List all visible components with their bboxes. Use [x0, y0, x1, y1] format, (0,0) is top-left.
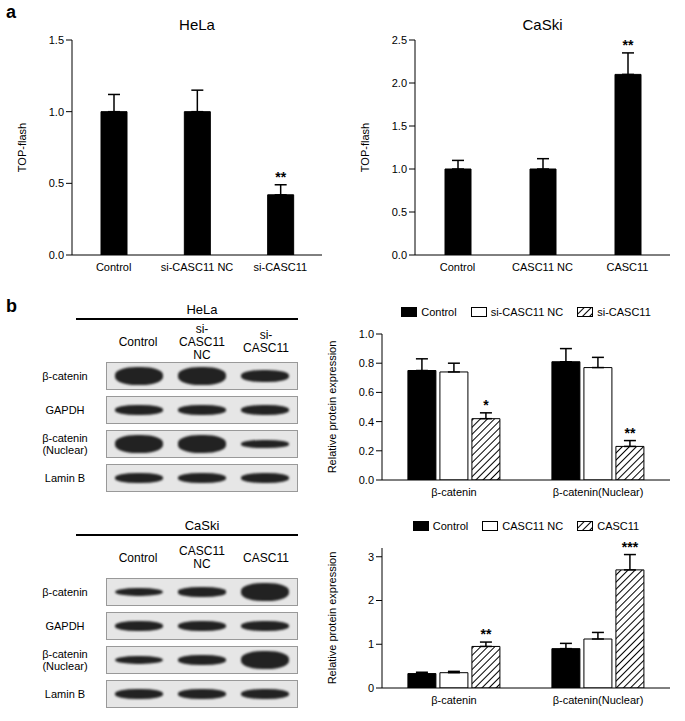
svg-text:si-CASC11: si-CASC11 — [254, 261, 308, 273]
html-text:CaSki: CaSki — [522, 16, 563, 33]
svg-text:0.0: 0.0 — [49, 249, 64, 261]
html-text:Lamin B: Lamin B — [44, 688, 86, 700]
html-text:β-catenin: β-catenin — [42, 370, 88, 382]
svg-text:β-catenin(Nuclear): β-catenin(Nuclear) — [553, 486, 644, 498]
svg-text:0.0: 0.0 — [359, 474, 374, 486]
html-text:Control: Control — [432, 520, 469, 532]
svg-text:1.5: 1.5 — [392, 120, 407, 132]
html-text:GAPDH: GAPDH — [45, 620, 85, 632]
svg-text:0.2: 0.2 — [359, 445, 374, 457]
svg-text:Control: Control — [440, 261, 475, 273]
html-text:si-CASC11 NC: si-CASC11 NC — [179, 321, 225, 362]
svg-text:si-CASC11 NC: si-CASC11 NC — [161, 261, 234, 273]
svg-text:1.0: 1.0 — [359, 328, 374, 340]
svg-text:β-catenin: β-catenin — [431, 486, 476, 498]
html-text:b: b — [6, 296, 17, 316]
html-text:Lamin B: Lamin B — [44, 472, 86, 484]
html-text:CASC11: CASC11 — [243, 550, 289, 565]
svg-text:Relative protein expression: Relative protein expression — [326, 341, 338, 474]
svg-text:1: 1 — [368, 638, 374, 650]
svg-text:2.5: 2.5 — [392, 34, 407, 46]
svg-text:*: * — [483, 397, 489, 413]
html-text:Control: Control — [118, 334, 158, 349]
html-text:CASC11 NC: CASC11 NC — [502, 520, 564, 532]
html-text:si-CASC11 NC: si-CASC11 NC — [490, 306, 564, 318]
svg-text:CASC11: CASC11 — [607, 261, 649, 273]
html-text:β-catenin (Nuclear): β-catenin (Nuclear) — [42, 432, 88, 456]
svg-text:TOP-flash: TOP-flash — [359, 123, 371, 172]
svg-text:1.0: 1.0 — [392, 163, 407, 175]
svg-text:β-catenin(Nuclear): β-catenin(Nuclear) — [553, 694, 644, 706]
svg-text:3: 3 — [368, 551, 374, 563]
svg-text:TOP-flash: TOP-flash — [16, 123, 28, 172]
svg-text:Relative protein expression: Relative protein expression — [326, 552, 338, 685]
svg-text:2.0: 2.0 — [392, 77, 407, 89]
html-text:HeLa: HeLa — [186, 302, 218, 317]
svg-text:0.8: 0.8 — [359, 357, 374, 369]
html-text:Control: Control — [421, 306, 457, 318]
svg-text:***: *** — [622, 539, 639, 555]
svg-text:2: 2 — [368, 594, 374, 606]
html-text:CASC11: CASC11 — [597, 520, 640, 532]
html-text:β-catenin: β-catenin — [42, 586, 88, 598]
svg-text:CASC11 NC: CASC11 NC — [512, 261, 573, 273]
svg-text:Control: Control — [96, 261, 131, 273]
html-text:HeLa: HeLa — [179, 16, 215, 33]
html-text:Control: Control — [118, 550, 158, 565]
html-text:a: a — [6, 2, 16, 22]
svg-text:0.6: 0.6 — [359, 386, 374, 398]
svg-text:**: ** — [623, 37, 634, 53]
svg-text:0.4: 0.4 — [359, 416, 374, 428]
svg-text:0.5: 0.5 — [392, 206, 407, 218]
html-text:si-CASC11: si-CASC11 — [243, 328, 289, 355]
svg-text:β-catenin: β-catenin — [431, 694, 476, 706]
svg-text:**: ** — [480, 626, 491, 642]
svg-text:0.0: 0.0 — [392, 249, 407, 261]
svg-text:1.0: 1.0 — [49, 106, 64, 118]
svg-text:**: ** — [624, 425, 635, 441]
html-text:β-catenin (Nuclear): β-catenin (Nuclear) — [42, 648, 88, 672]
svg-text:**: ** — [275, 169, 286, 185]
svg-text:1.5: 1.5 — [49, 34, 64, 46]
html-text:CaSki: CaSki — [184, 518, 220, 533]
svg-text:0.5: 0.5 — [49, 177, 64, 189]
html-text:GAPDH: GAPDH — [45, 404, 85, 416]
html-text:CASC11 NC: CASC11 NC — [179, 544, 225, 571]
html-text:si-CASC11: si-CASC11 — [597, 306, 651, 318]
svg-text:0: 0 — [368, 682, 374, 694]
